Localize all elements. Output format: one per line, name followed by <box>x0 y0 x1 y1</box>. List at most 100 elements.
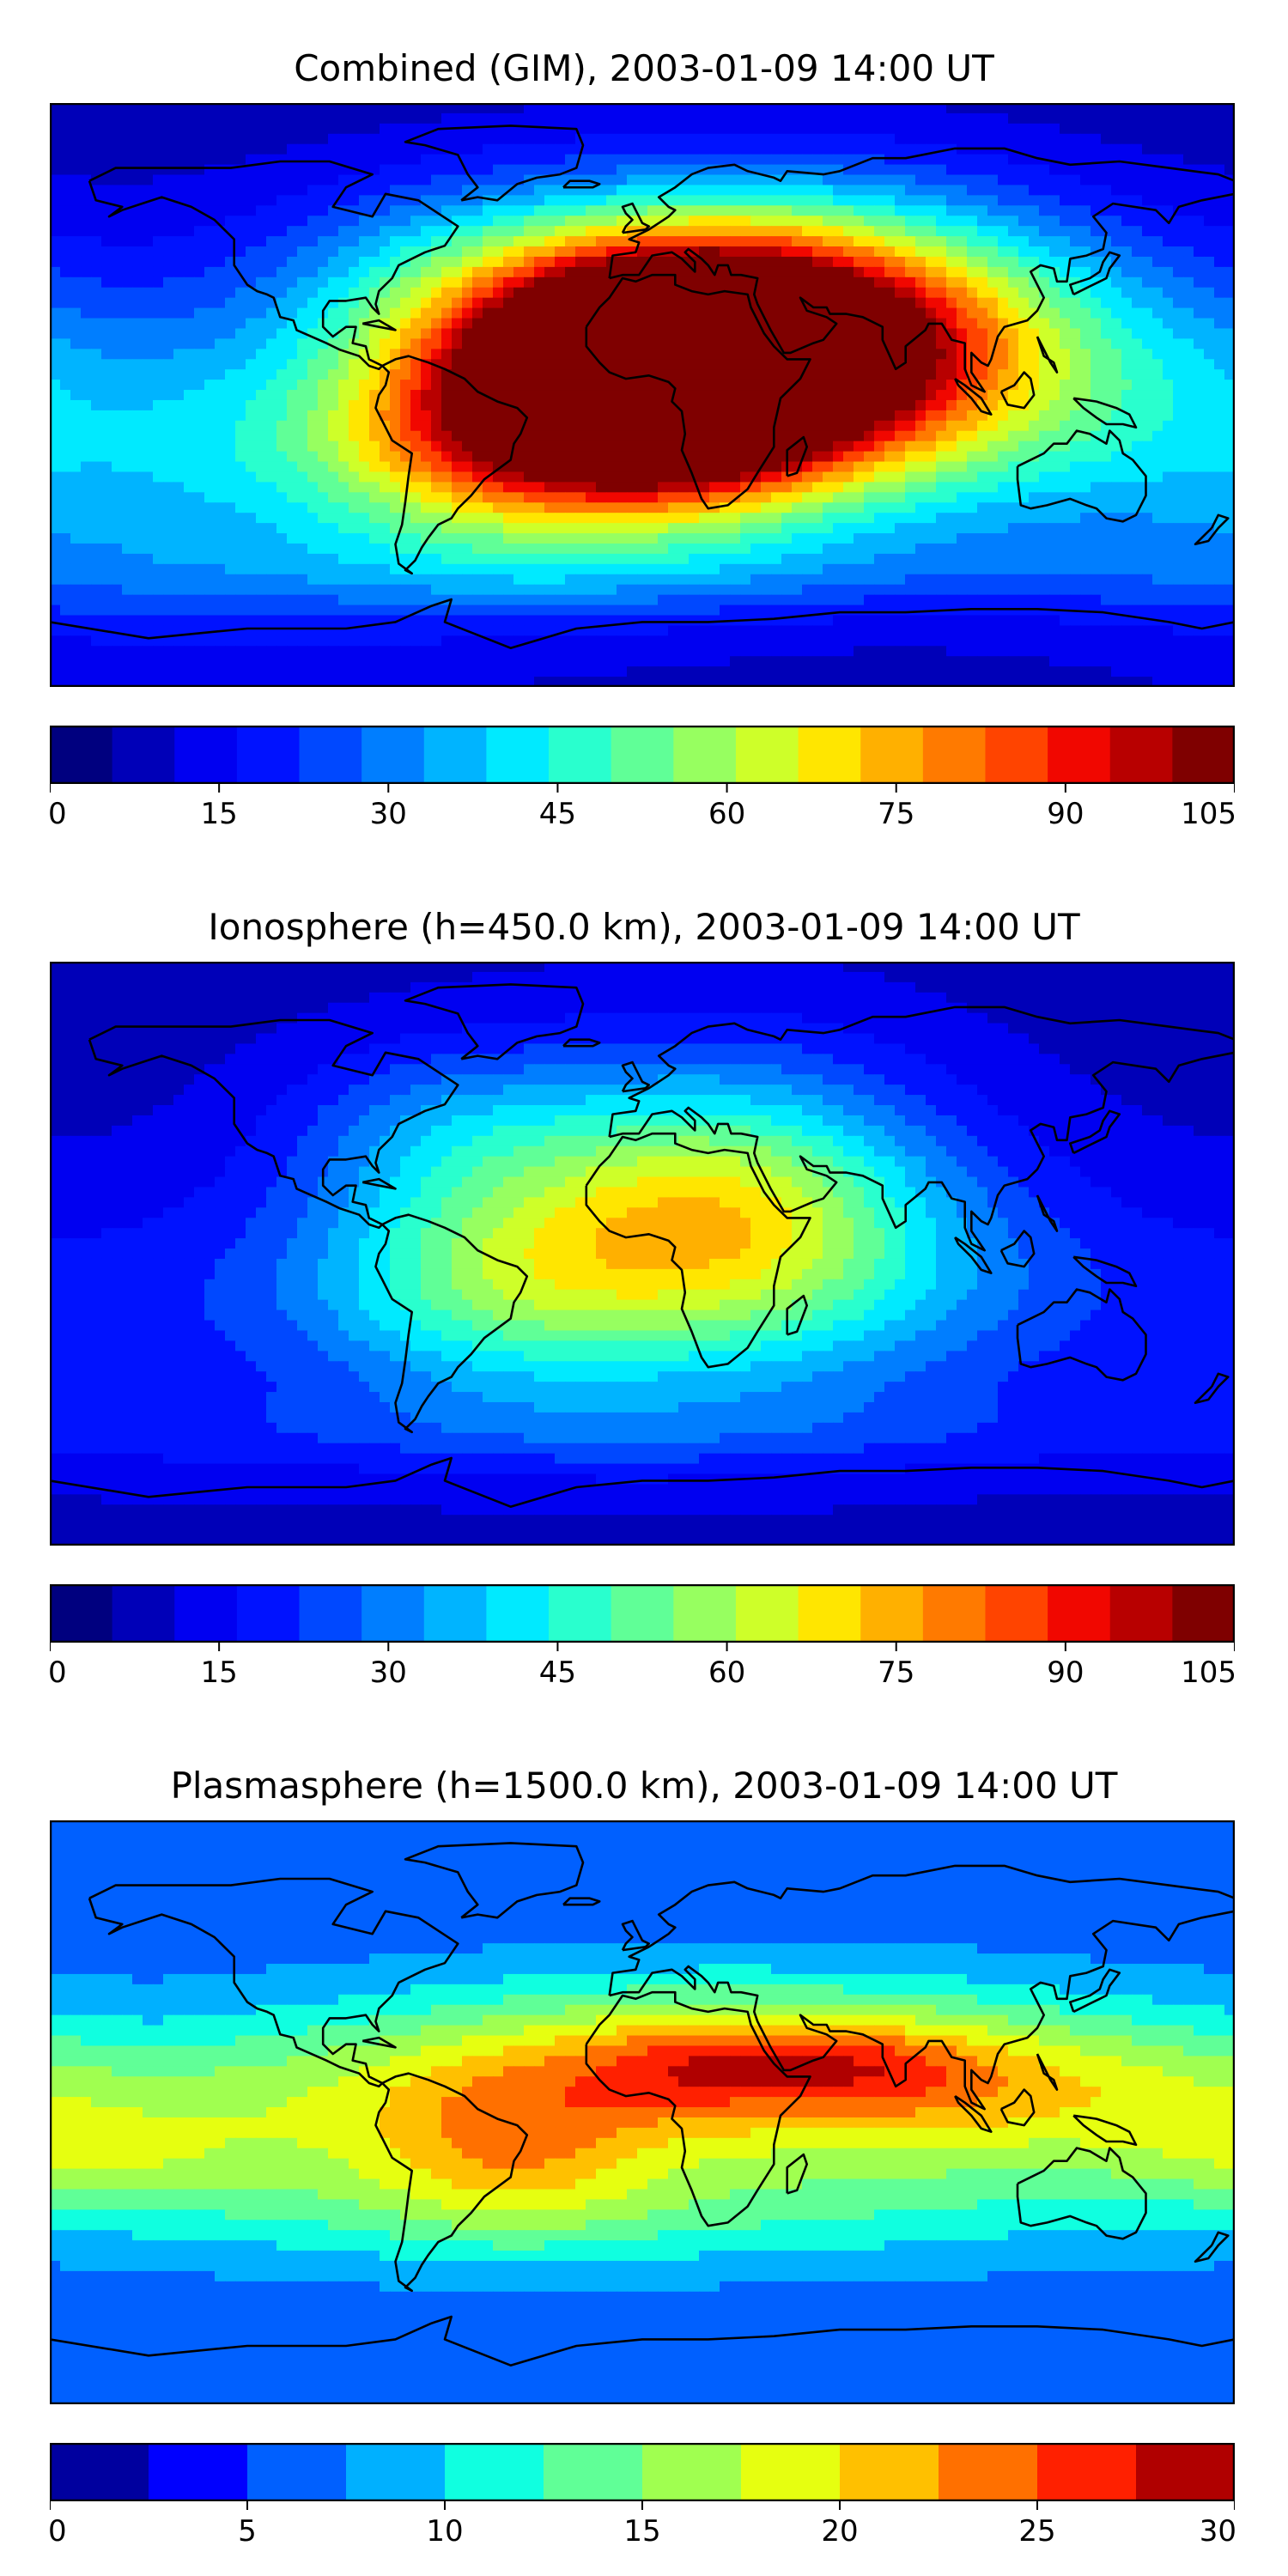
map-field-cell <box>874 276 885 289</box>
map-field-cell <box>565 461 576 473</box>
map-field-cell <box>720 297 731 309</box>
map-field-cell <box>874 461 885 473</box>
map-field-cell <box>246 266 257 278</box>
map-field-cell <box>1029 205 1040 216</box>
map-field-cell <box>946 287 957 299</box>
map-field-cell <box>1204 216 1215 227</box>
map-field-cell <box>678 318 690 330</box>
map-field-cell <box>328 349 339 360</box>
map-field-cell <box>864 256 875 268</box>
map-field-cell <box>184 328 195 339</box>
map-field-cell <box>864 430 875 442</box>
map-field-cell <box>647 492 659 503</box>
map-field-cell <box>771 185 782 196</box>
map-field-cell <box>441 390 453 401</box>
map-field-cell <box>1039 246 1050 258</box>
map-field-cell <box>565 276 576 289</box>
map-field-cell <box>843 205 854 216</box>
map-field-cell <box>1080 266 1091 278</box>
map-field-cell <box>524 502 535 513</box>
map-field-cell <box>1183 154 1194 166</box>
map-field-cell <box>689 492 700 503</box>
map-field-cell <box>699 410 710 422</box>
map-field-cell <box>287 297 298 309</box>
map-field-cell <box>266 523 277 534</box>
map-field-cell <box>493 307 504 319</box>
map-field-cell <box>720 369 731 380</box>
map-field-cell <box>338 502 349 513</box>
map-field-cell <box>884 451 896 463</box>
map-field-cell <box>483 103 494 114</box>
map-field-cell <box>1183 482 1194 493</box>
map-field-cell <box>823 297 834 309</box>
map-field-cell <box>905 205 916 216</box>
map-field-cell <box>81 185 92 196</box>
map-field-cell <box>534 205 545 216</box>
map-field-cell <box>987 513 999 524</box>
map-field-cell <box>998 195 1009 206</box>
map-field-cell <box>143 543 154 555</box>
map-field-cell <box>637 533 648 544</box>
map-field-cell <box>338 103 349 114</box>
map-field-cell <box>1152 133 1163 145</box>
map-field-cell <box>421 226 432 237</box>
map-field-cell <box>895 349 906 360</box>
map-field-cell <box>400 246 411 258</box>
map-field-cell <box>1111 328 1122 339</box>
map-field-cell <box>287 246 298 258</box>
map-field-cell <box>936 523 947 534</box>
map-field-cell <box>658 482 669 493</box>
map-field-cell <box>287 513 298 524</box>
map-field-cell <box>1008 451 1019 463</box>
map-field-cell <box>153 492 164 503</box>
map-field-cell <box>503 513 514 524</box>
map-field-cell <box>513 492 525 503</box>
map-field-cell <box>276 205 288 216</box>
map-field-cell <box>513 103 525 114</box>
map-field-cell <box>380 523 391 534</box>
map-field-cell <box>586 399 597 411</box>
map-field-cell <box>328 133 339 145</box>
map-field-cell <box>606 185 617 196</box>
map-field-cell <box>1183 533 1194 544</box>
map-field-cell <box>1111 174 1122 186</box>
map-field-cell <box>91 338 102 349</box>
map-field-cell <box>596 482 607 493</box>
map-field-cell <box>431 390 442 401</box>
map-field-cell <box>173 369 185 380</box>
map-field-cell <box>452 195 463 206</box>
map-field-cell <box>977 154 988 166</box>
map-field-cell <box>307 420 319 432</box>
map-field-cell <box>101 143 112 155</box>
map-field-cell <box>225 359 236 370</box>
map-field-cell <box>81 297 92 309</box>
map-field-cell <box>658 205 669 216</box>
map-field-cell <box>678 112 690 125</box>
map-field-cell <box>493 112 504 125</box>
map-field-cell <box>915 390 927 401</box>
map-field-cell <box>452 420 463 432</box>
map-field-cell <box>606 328 617 339</box>
map-field-cell <box>699 359 710 370</box>
map-field-cell <box>1173 471 1184 483</box>
map-field-cell <box>647 297 659 309</box>
map-field-cell <box>987 112 999 125</box>
map-field-cell <box>1214 410 1225 422</box>
map-field-cell <box>678 236 690 247</box>
map-field-cell <box>349 430 360 442</box>
map-field-cell <box>740 502 751 513</box>
map-field-cell <box>555 276 566 289</box>
map-field-cell <box>70 164 82 176</box>
map-field-cell <box>750 399 762 411</box>
map-field-cell <box>318 205 329 216</box>
map-field-cell <box>575 195 586 206</box>
map-field-cell <box>410 297 422 309</box>
map-field-cell <box>833 236 844 247</box>
map-field-cell <box>153 164 164 176</box>
map-field-cell <box>513 195 525 206</box>
map-field-cell <box>431 502 442 513</box>
map-field-cell <box>173 543 185 555</box>
map-field-cell <box>452 133 463 145</box>
map-field-cell <box>977 307 988 319</box>
map-field-cell <box>586 112 597 125</box>
